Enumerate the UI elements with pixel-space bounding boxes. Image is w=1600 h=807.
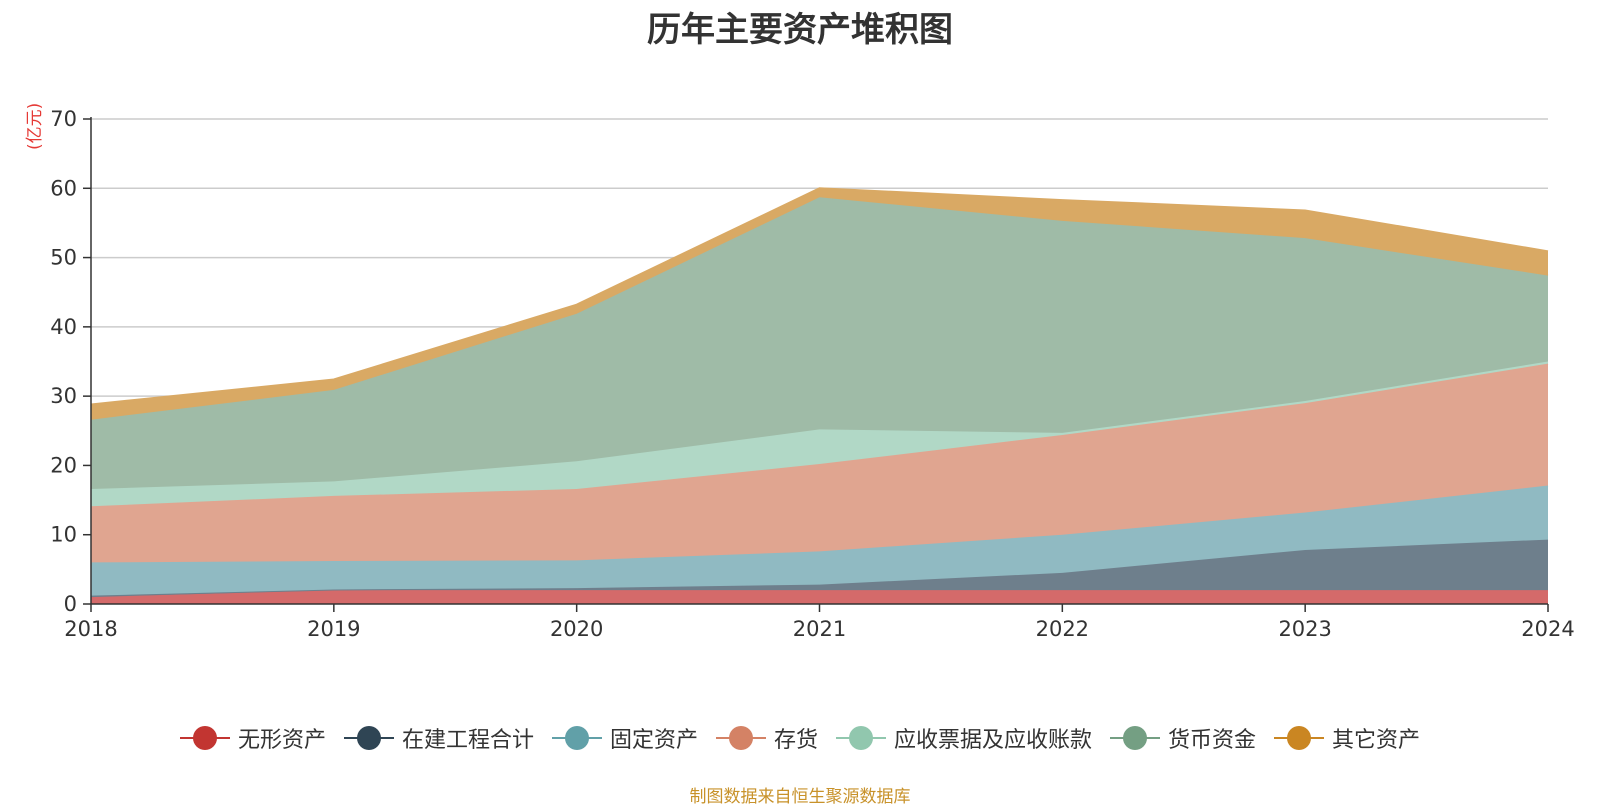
x-tick-label: 2022 <box>1036 617 1089 641</box>
y-tick-label: 50 <box>50 246 77 270</box>
y-tick-label: 30 <box>50 384 77 408</box>
area-series-2 <box>91 485 1548 596</box>
area-top-line-2 <box>90 484 1549 564</box>
x-tick-label: 2018 <box>64 617 117 641</box>
legend-marker-icon <box>343 726 394 750</box>
area-series-4 <box>91 361 1548 507</box>
legend-label: 应收票据及应收账款 <box>894 728 1093 753</box>
legend-marker-icon <box>1274 726 1325 750</box>
legend-item[interactable]: 固定资产 <box>551 722 698 754</box>
legend-item[interactable]: 应收票据及应收账款 <box>836 722 1092 754</box>
area-series-0 <box>91 590 1548 604</box>
axes: 0 10 20 30 40 50 60 70 2018 2019 2020 2021 2022 2023 2… <box>50 107 1574 641</box>
legend-item[interactable]: 在建工程合计 <box>343 722 534 754</box>
y-tick-label: 10 <box>50 523 77 547</box>
y-tick-label: 70 <box>50 107 77 131</box>
legend-marker-icon <box>179 726 230 750</box>
legend-marker-icon <box>715 726 766 750</box>
legend-label: 在建工程合计 <box>401 728 534 753</box>
y-tick-label: 60 <box>50 176 77 200</box>
legend-marker-icon <box>551 726 602 750</box>
legend-item[interactable]: 其它资产 <box>1274 722 1420 754</box>
legend-item[interactable]: 货币资金 <box>1110 722 1256 754</box>
legend-label: 存货 <box>773 728 818 753</box>
area-top-line-6 <box>90 187 1549 406</box>
x-tick-label: 2020 <box>550 617 603 641</box>
legend-label: 固定资产 <box>609 728 698 753</box>
x-tick-label: 2019 <box>307 617 360 641</box>
chart-title: 历年主要资产堆积图 <box>647 10 953 50</box>
legend-marker-icon <box>1110 726 1161 750</box>
x-tick-label: 2024 <box>1521 617 1574 641</box>
y-tick-label: 20 <box>50 453 77 477</box>
legend-item[interactable]: 存货 <box>715 722 818 754</box>
legend-marker-icon <box>836 726 886 750</box>
legend-label: 其它资产 <box>1332 728 1421 753</box>
area-series-5 <box>91 197 1548 489</box>
y-tick-label: 40 <box>50 315 77 339</box>
source-note: 制图数据来自恒生聚源数据库 <box>689 787 911 807</box>
legend: 无形资产 在建工程合计 固定资产 存货 应收票据及应收账款 货币资金 其它资产 <box>0 722 1600 754</box>
x-tick-label: 2023 <box>1278 617 1331 641</box>
area-series-1 <box>91 539 1548 598</box>
legend-label: 货币资金 <box>1168 728 1257 753</box>
legend-item[interactable]: 无形资产 <box>179 722 326 754</box>
legend-label: 无形资产 <box>237 728 326 753</box>
area-series-6 <box>91 188 1548 420</box>
x-tick-label: 2021 <box>793 617 846 641</box>
area-series-3 <box>91 363 1548 563</box>
area-series <box>90 187 1549 604</box>
y-tick-label: 0 <box>64 592 77 616</box>
